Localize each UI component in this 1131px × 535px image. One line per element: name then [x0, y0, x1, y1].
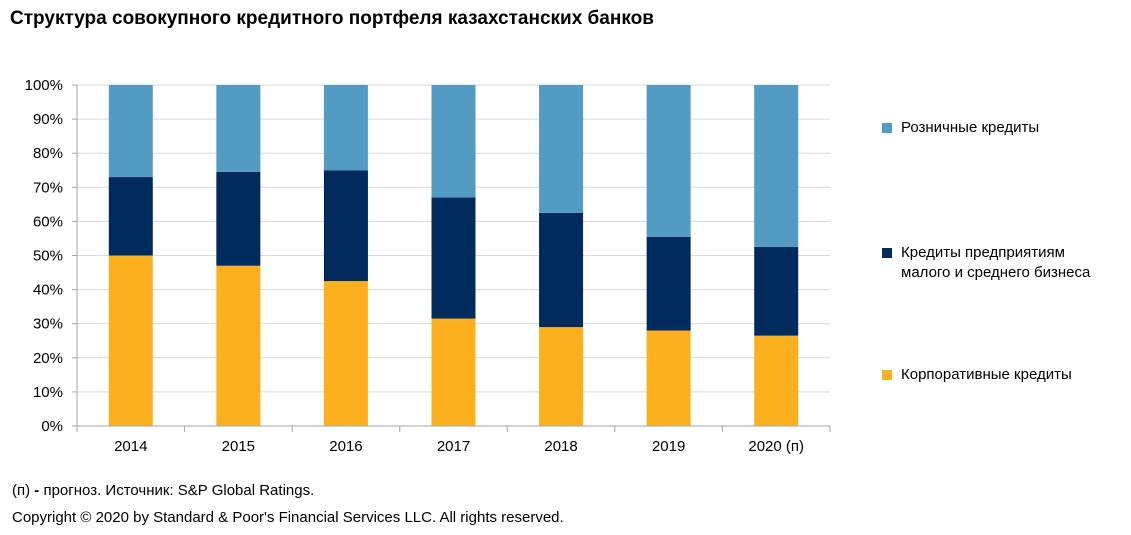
legend-label-sme: Кредиты предприятиям малого и среднего б… [901, 243, 1090, 283]
y-tick-label: 70% [33, 179, 63, 196]
chart-title: Структура совокупного кредитного портфел… [10, 8, 654, 29]
x-tick-label: 2017 [437, 438, 470, 455]
bar-segment-sme [216, 171, 261, 266]
bar-segment-retail [539, 85, 584, 213]
x-tick-label: 2019 [652, 438, 685, 455]
bar-segment-retail [108, 85, 153, 178]
bar-segment-sme [539, 212, 584, 328]
bar-segment-sme [431, 197, 476, 319]
x-tick-label: 2016 [329, 438, 362, 455]
y-tick-label: 50% [33, 248, 63, 265]
bar-segment-sme [323, 170, 368, 282]
bar-segment-retail [754, 85, 799, 247]
legend-label-corporate: Корпоративные кредиты [901, 366, 1072, 383]
y-tick-label: 90% [33, 111, 63, 128]
bar-segment-corporate [323, 281, 368, 426]
bar-segment-sme [754, 246, 799, 336]
y-tick-label: 60% [33, 213, 63, 230]
bar-segment-retail [216, 85, 261, 172]
x-tick-label: 2020 (п) [748, 438, 804, 455]
footnote-text: прогноз. Источник: S&P Global Ratings. [43, 482, 315, 499]
y-tick-label: 20% [33, 350, 63, 367]
bar-segment-sme [108, 177, 153, 256]
x-tick-label: 2018 [544, 438, 577, 455]
bar-segment-corporate [539, 327, 584, 426]
legend-swatch-corporate [882, 370, 892, 380]
bar-segment-sme [646, 236, 691, 331]
bar-segment-retail [646, 85, 691, 237]
x-tick-label: 2014 [114, 438, 147, 455]
legend-label-retail: Розничные кредиты [901, 119, 1040, 136]
bar-segment-corporate [646, 330, 691, 426]
y-tick-label: 10% [33, 384, 63, 401]
y-tick-label: 100% [25, 77, 63, 94]
y-tick-label: 0% [41, 418, 63, 435]
bar-segment-corporate [754, 335, 799, 426]
bar-segment-retail [431, 85, 476, 198]
axes: 0% 10% 20% 30% 40% 50% 60% 70% 80% 90% 100% 2014 201… [25, 77, 831, 455]
bar-segment-corporate [108, 255, 153, 426]
bars [108, 85, 799, 426]
legend-label-sme-line1: Кредиты предприятиям [901, 244, 1065, 261]
x-tick-label: 2015 [222, 438, 255, 455]
y-tick-label: 30% [33, 316, 63, 333]
y-tick-label: 80% [33, 145, 63, 162]
legend-swatch-retail [882, 123, 892, 133]
footnote-dash: - [34, 482, 40, 499]
legend-swatch-sme [882, 248, 892, 258]
footnote: (п) - прогноз. Источник: S&P Global Rati… [12, 482, 314, 499]
legend-label-sme-line2: малого и среднего бизнеса [901, 264, 1091, 281]
bar-segment-corporate [431, 318, 476, 426]
bar-segment-retail [323, 85, 368, 171]
footnote-prefix: (п) [12, 482, 31, 499]
bar-segment-corporate [216, 265, 261, 426]
copyright-text: Copyright © 2020 by Standard & Poor's Fi… [12, 509, 564, 526]
y-tick-label: 40% [33, 282, 63, 299]
